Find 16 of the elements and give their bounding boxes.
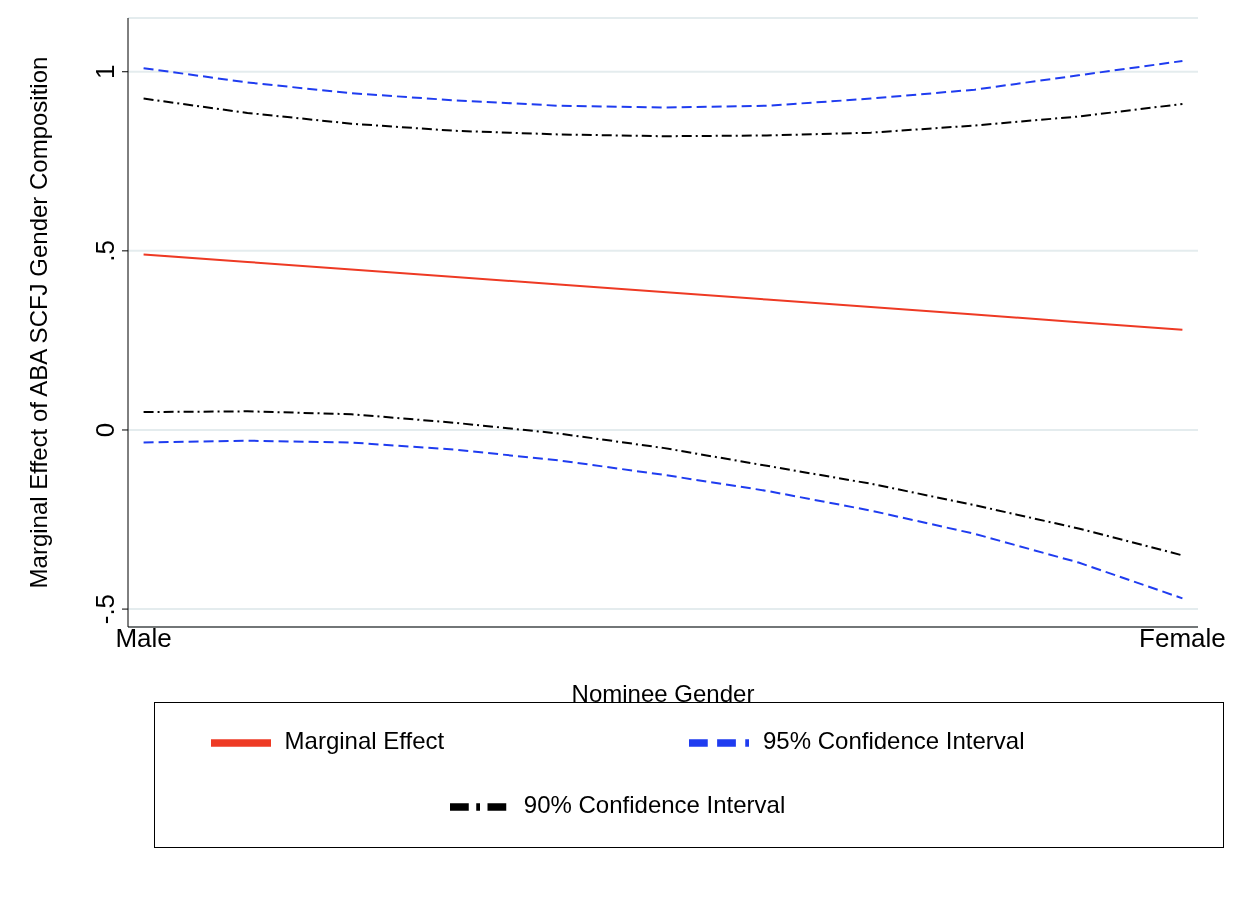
y-tick-label: .5 [90, 240, 120, 262]
x-axis-title: Nominee Gender [571, 680, 755, 707]
y-tick-label: 1 [90, 64, 120, 79]
legend-label: 90% Confidence Interval [523, 791, 786, 819]
line-series [142, 439, 1184, 600]
y-axis-title: Marginal Effect of ABA SCFJ Gender Composition [24, 56, 52, 589]
x-tick-label: Male [115, 623, 172, 654]
y-tick-label: -.5 [90, 593, 120, 625]
line-series [142, 97, 1184, 138]
line-series [142, 410, 1184, 557]
x-tick-label: Female [1139, 623, 1226, 654]
legend-label: 95% Confidence Interval [763, 727, 1025, 755]
y-tick-label: 0 [90, 422, 120, 438]
legend-label: Marginal Effect [284, 727, 445, 755]
line-series [142, 253, 1184, 331]
line-series [142, 59, 1184, 109]
